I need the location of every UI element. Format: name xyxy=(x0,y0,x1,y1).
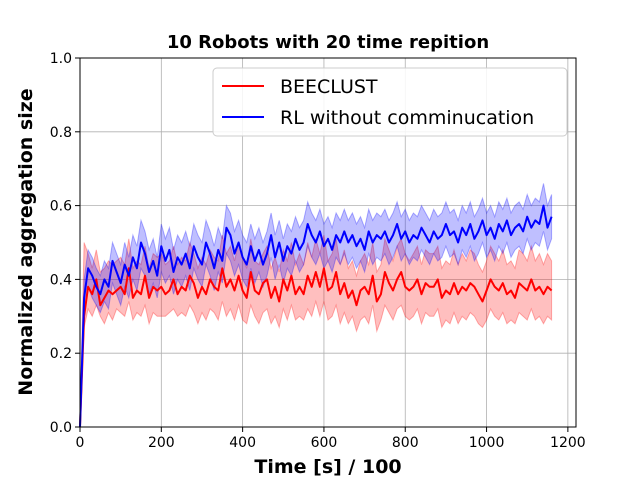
y-tick-label: 0.2 xyxy=(50,346,72,362)
x-tick-label: 1000 xyxy=(469,435,505,451)
x-tick-label: 600 xyxy=(311,435,338,451)
confidence-band-series-1 xyxy=(79,183,553,428)
y-tick-label: 0.4 xyxy=(50,272,72,288)
series-line-0 xyxy=(79,267,553,428)
plot-frame xyxy=(79,57,577,428)
y-axis-ticks: 0.0 0.2 0.4 0.6 0.8 1.0 xyxy=(50,51,80,436)
x-tick-label: 200 xyxy=(148,435,175,451)
x-axis-label: Time [s] / 100 xyxy=(254,456,401,478)
legend-box xyxy=(212,67,568,137)
legend: BEECLUST RL without comminucation xyxy=(212,67,568,137)
y-tick-label: 0.6 xyxy=(50,199,72,215)
x-axis-ticks: 0 200 400 600 800 1000 1200 xyxy=(76,427,586,451)
chart-title: 10 Robots with 20 time repition xyxy=(167,32,489,53)
series-lines xyxy=(79,204,553,428)
y-tick-label: 1.0 xyxy=(50,51,72,67)
x-tick-label: 400 xyxy=(229,435,256,451)
series-line-1 xyxy=(79,204,553,428)
y-tick-label: 0.0 xyxy=(50,420,72,436)
y-tick-label: 0.8 xyxy=(50,125,72,141)
y-axis-label: Normalized aggregation size xyxy=(15,88,37,395)
legend-label-rl: RL without comminucation xyxy=(280,107,534,129)
x-tick-label: 0 xyxy=(76,435,85,451)
legend-label-beeclust: BEECLUST xyxy=(280,76,378,98)
x-tick-label: 800 xyxy=(392,435,419,451)
x-tick-label: 1200 xyxy=(550,435,586,451)
